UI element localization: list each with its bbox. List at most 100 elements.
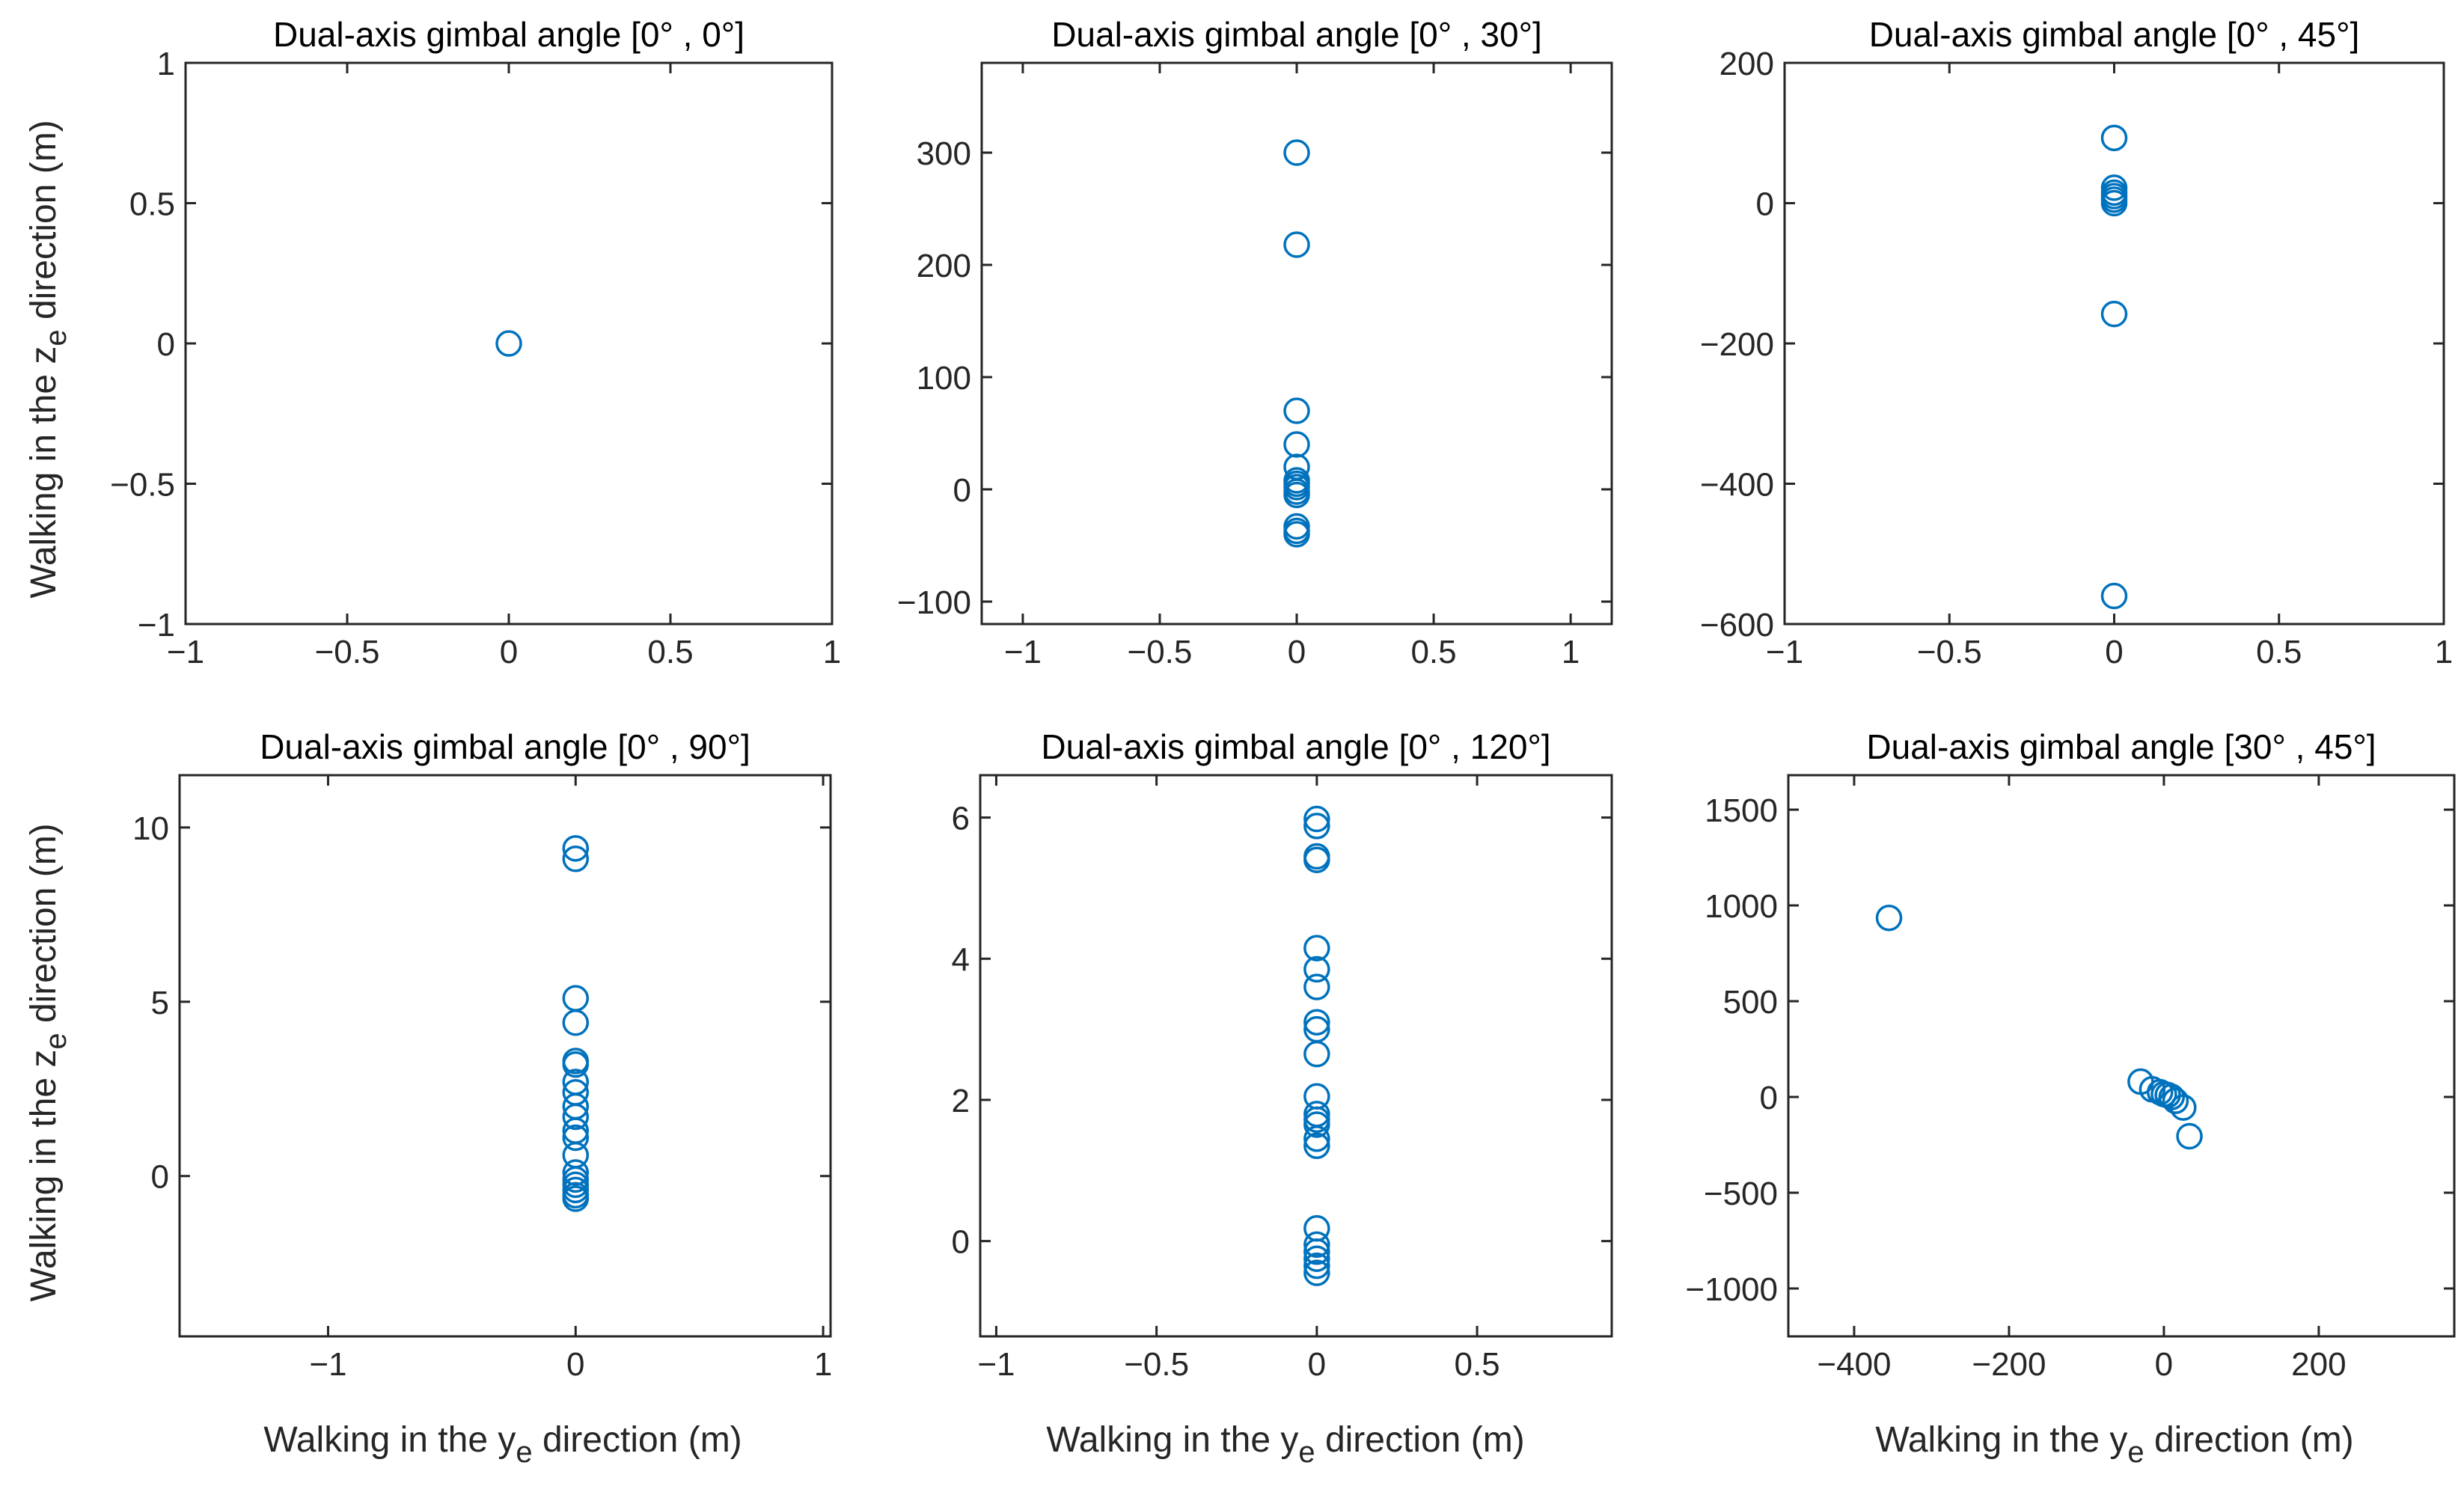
data-point [2100,124,2128,152]
y-tick-label: −600 [1700,607,1774,643]
data-point [1303,1245,1330,1272]
x-tick-label: −1 [309,1346,346,1383]
y-tick-label: 100 [917,360,971,397]
x-tick-label: −1 [977,1346,1015,1383]
chart-panel-4: Dual-axis gimbal angle [0° , 90°]−1 0 1051… [132,727,832,1383]
figure-xlabel-left: Walking in the ye direction (m) [263,1420,742,1469]
chart-title: Dual-axis gimbal angle [0° , 30°] [1051,15,1542,54]
chart-panel-3: Dual-axis gimbal angle [0° , 45°] −1 −0.5 0… [1700,15,2453,670]
data-point [1303,1009,1330,1036]
y-tick-label: 1 [157,46,175,82]
x-tick-label: 0 [1308,1346,1326,1383]
data-point [2170,1094,2197,1121]
plot-area [178,774,832,1338]
data-point [1303,1259,1330,1286]
data-point [562,835,590,862]
y-tick-label: −200 [1700,326,1774,363]
data-point [1283,481,1310,509]
ylabel-subscript: e [40,329,73,346]
data-point [2100,189,2128,217]
chart-title: Dual-axis gimbal angle [0° , 120°] [1041,727,1550,766]
figure-xlabel-middle: Walking in the ye direction (m) [1046,1420,1524,1469]
plot-area [1787,774,2456,1338]
data-point [2162,1087,2189,1114]
y-tick-label: −500 [1704,1176,1778,1212]
data-point [2100,300,2128,328]
data-point [1303,1231,1330,1259]
data-point [1303,1238,1330,1265]
x-tick-label: 0.5 [2256,634,2302,670]
x-tick-label: 0.5 [1454,1346,1500,1383]
x-tick-label: 0 [566,1346,584,1383]
y-tick-label: 500 [1723,984,1778,1021]
data-point [1303,956,1330,983]
y-tick-label: −400 [1700,467,1774,504]
y-tick-label: 200 [917,248,971,284]
plot-area [1783,61,2445,626]
data-point [1283,397,1310,424]
data-point [495,330,522,357]
y-tick-label: 0 [1760,1080,1778,1116]
x-tick-label: 0.5 [647,634,693,670]
plot-area [184,61,834,626]
y-tick-label: 300 [917,135,971,172]
x-tick-label: 1 [1562,634,1580,670]
data-point [1303,1111,1330,1138]
x-tick-label: −1 [1004,634,1042,670]
y-tick-label: 5 [151,985,169,1021]
x-tick-label: 0 [2155,1346,2173,1383]
figure-ylabel-bottom: Walking in the ze direction (m) [24,823,73,1301]
y-tick-label: 0 [952,1224,970,1261]
y-tick-label: −100 [897,584,971,621]
y-tick-label: 1500 [1705,792,1778,829]
data-point [2176,1122,2203,1150]
data-point [1303,1132,1330,1160]
y-tick-label: −1000 [1685,1271,1778,1308]
data-point [1303,973,1330,1000]
y-tick-label: 0 [151,1159,169,1196]
chart-panel-2: Dual-axis gimbal angle [0° , 30°] −1 −0.5 0… [897,15,1613,670]
x-tick-label: 0 [500,634,518,670]
y-tick-label: −1 [138,607,175,643]
ylabel-main: Walking in the z [24,1050,64,1302]
data-point [1303,1125,1330,1152]
xlabel-main: Walking in the y [1875,1420,2127,1460]
data-point [1875,904,1903,932]
data-point [1303,813,1330,840]
y-tick-label: 0 [157,326,175,363]
chart-panel-6: Dual-axis gimbal angle [30° , 45°] −400 −2… [1685,727,2456,1383]
data-point [562,1124,590,1152]
x-tick-label: 1 [823,634,841,670]
data-point [1303,1040,1330,1068]
chart-title: Dual-axis gimbal angle [0° , 0°] [273,15,745,54]
xlabel-rest: direction (m) [533,1420,742,1460]
x-tick-label: 200 [2291,1346,2346,1383]
xlabel-rest: direction (m) [2144,1420,2354,1460]
y-tick-label: 0 [1756,186,1774,223]
x-tick-label: −1 [1766,634,1803,670]
data-point [1283,139,1310,166]
x-tick-label: −1 [167,634,204,670]
data-point [1303,1252,1330,1280]
y-tick-label: 10 [132,810,169,847]
x-tick-label: 0 [1288,634,1306,670]
data-point [1303,846,1330,873]
chart-panel-5: Dual-axis gimbal angle [0° , 120°] −1 −0.5… [952,727,1613,1383]
x-tick-label: 0.5 [1410,634,1456,670]
panels-layer: Dual-axis gimbal angle [0° , 0°] −1 −0.5 0 0… [110,15,2456,1383]
data-point [562,1103,590,1131]
y-tick-label: 200 [1719,46,1774,82]
data-point [1303,935,1330,962]
data-point [2100,582,2128,610]
data-point [1283,231,1310,258]
xlabel-main: Walking in the y [263,1420,516,1460]
data-point [1283,521,1310,548]
chart-title: Dual-axis gimbal angle [30° , 45°] [1866,727,2376,766]
y-tick-label: 2 [952,1083,970,1119]
x-tick-label: −0.5 [1124,1346,1189,1383]
ylabel-rest: direction (m) [24,120,64,329]
plot-area [980,61,1613,626]
x-tick-label: −200 [1972,1346,2046,1383]
x-tick-label: −0.5 [1128,634,1193,670]
